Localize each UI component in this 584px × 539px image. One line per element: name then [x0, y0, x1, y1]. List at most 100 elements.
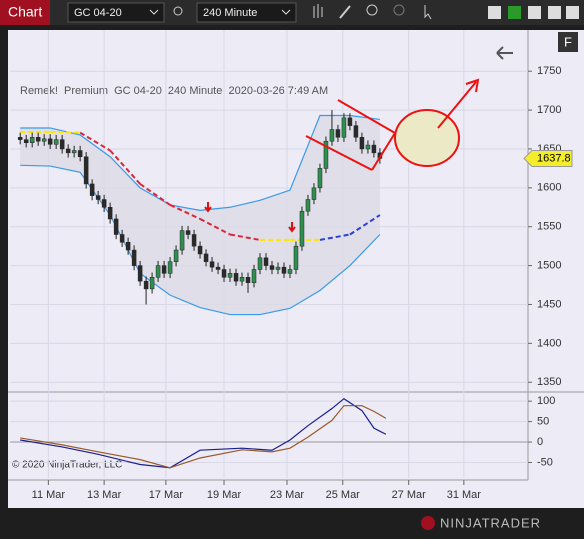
- tab[interactable]: [0, 0, 50, 25]
- draw-icon[interactable]: [339, 5, 351, 19]
- candle-body: [137, 265, 143, 282]
- x-tick-label: 13 Mar: [87, 489, 122, 501]
- chart-subtitle: Remek! Premium GC 04-20 240 Minute 2020-…: [20, 85, 328, 97]
- plot: 11 Mar 13 Mar 17 Mar 19 Mar 23 Mar 25 Mar 27 M…: [10, 30, 573, 501]
- interval: 240 Minute: [203, 7, 257, 19]
- dropdown-caret: [281, 9, 291, 15]
- candle-body: [113, 218, 119, 235]
- candle-body: [71, 150, 77, 154]
- mid-line: [349, 214, 381, 236]
- candle-body: [125, 242, 131, 251]
- candle-body: [341, 117, 347, 138]
- upper-band: [20, 114, 380, 211]
- mid-line: [319, 233, 351, 241]
- x-tick-label: 23 Mar: [270, 489, 305, 501]
- copyright: © 2020 NinjaTrader, LLC: [12, 460, 122, 471]
- zoom-out-icon[interactable]: [393, 4, 405, 16]
- candle-body: [281, 266, 287, 274]
- candle-body: [347, 117, 353, 126]
- footer: [0, 510, 584, 534]
- candle-body: [101, 199, 107, 208]
- y-tick-label: 1600: [537, 182, 561, 194]
- y-tick-label: 1350: [537, 376, 561, 388]
- y-tick-label: 100: [537, 395, 555, 407]
- channel-line: [305, 135, 373, 171]
- candle-body: [173, 249, 179, 262]
- candle-body: [167, 261, 173, 274]
- y-tick-label: 1400: [537, 337, 561, 349]
- candle-body: [191, 234, 197, 247]
- instrument: GC 04-20: [74, 7, 122, 19]
- candle-body: [323, 140, 329, 169]
- signal-arrow: [204, 202, 212, 213]
- window-btn[interactable]: [548, 6, 561, 19]
- oscillator-line: [20, 397, 387, 469]
- lower-band: [20, 164, 381, 316]
- x-tick-label: 25 Mar: [326, 489, 361, 501]
- tab-label: Chart: [8, 4, 42, 20]
- candle-body: [89, 183, 95, 196]
- pointer-icon[interactable]: [424, 5, 432, 20]
- candle-body: [335, 129, 341, 138]
- y-tick-label: 1550: [537, 221, 561, 233]
- candle-body: [299, 210, 305, 247]
- candle-body: [161, 265, 167, 274]
- candle-body: [47, 138, 53, 145]
- last-price-tag: [523, 149, 573, 167]
- candle-body: [305, 199, 311, 212]
- window-btn[interactable]: [488, 6, 501, 19]
- candle-body: [29, 137, 35, 143]
- candle-body: [41, 138, 47, 142]
- candle-body: [53, 139, 59, 145]
- candle-body: [65, 148, 71, 154]
- candle-body: [77, 150, 83, 157]
- candle-body: [179, 230, 185, 251]
- window-btn[interactable]: [508, 6, 521, 19]
- y-tick-label: 1450: [537, 298, 561, 310]
- logo-mark: [421, 516, 435, 530]
- target-circle: [394, 109, 460, 167]
- back-arrow[interactable]: [496, 46, 513, 60]
- search-icon[interactable]: [173, 6, 183, 16]
- candle-body: [353, 125, 359, 138]
- interval-select[interactable]: [196, 2, 297, 23]
- logo: NINJATRADER: [440, 515, 541, 530]
- instrument-select[interactable]: [67, 2, 165, 23]
- x-tick-label: 31 Mar: [447, 489, 482, 501]
- candle-body: [119, 234, 125, 243]
- candle-body: [95, 195, 101, 200]
- y-tick-label: 1700: [537, 104, 561, 116]
- candle-body: [17, 137, 23, 140]
- mid-line: [229, 233, 261, 241]
- candle-body: [269, 265, 275, 270]
- channel-line: [371, 132, 396, 171]
- signal-arrow: [288, 222, 296, 233]
- candle-body: [227, 273, 233, 278]
- dropdown-caret: [149, 9, 159, 15]
- channel-line: [337, 99, 396, 134]
- candle-body: [293, 245, 299, 270]
- candle-body: [365, 144, 371, 150]
- bars-icon[interactable]: [313, 4, 323, 18]
- last-price-label: 1637.8: [537, 152, 571, 164]
- mid-line: [139, 183, 171, 206]
- x-tick-label: 27 Mar: [392, 489, 427, 501]
- candle-body: [131, 249, 137, 266]
- x-tick-label: 17 Mar: [149, 489, 184, 501]
- x-tick-label: 11 Mar: [32, 489, 66, 501]
- y-tick-label: -50: [537, 456, 553, 468]
- candle-body: [239, 277, 245, 282]
- candle-body: [59, 139, 65, 150]
- window-btn[interactable]: [566, 6, 579, 19]
- candle-body: [185, 230, 191, 235]
- candle-body: [245, 277, 251, 283]
- candle-body: [263, 257, 269, 266]
- zoom-in-icon[interactable]: [366, 4, 378, 16]
- mid-line: [50, 130, 81, 134]
- f-button[interactable]: [558, 32, 578, 52]
- window-btn[interactable]: [528, 6, 541, 19]
- f-button-label: F: [564, 34, 572, 49]
- candle-body: [359, 137, 365, 150]
